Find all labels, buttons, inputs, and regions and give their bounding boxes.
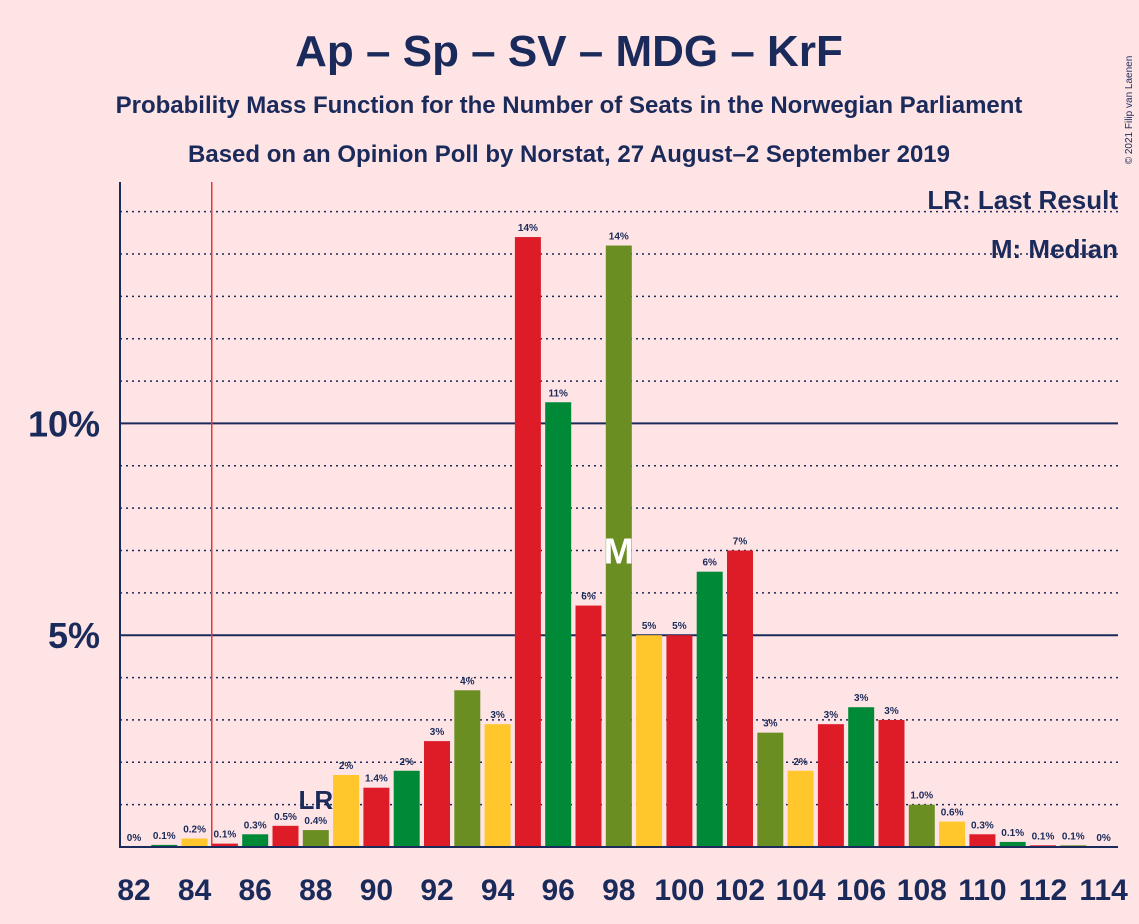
bar-seat-83 bbox=[151, 844, 178, 847]
bar-value-label: 3% bbox=[430, 727, 445, 738]
x-tick-label: 94 bbox=[481, 874, 515, 907]
bar-seat-107 bbox=[878, 719, 905, 847]
bar-seat-100 bbox=[666, 635, 693, 847]
bar-value-label: 2% bbox=[793, 757, 808, 768]
bar-seat-109 bbox=[939, 821, 966, 847]
bar-value-label: 6% bbox=[702, 558, 717, 569]
bar-seat-84 bbox=[181, 838, 208, 847]
bar-value-label: 0.1% bbox=[1062, 831, 1085, 842]
bar-seat-87 bbox=[272, 825, 299, 847]
overlay-group: LR M bbox=[211, 182, 634, 847]
bar-seat-96 bbox=[545, 402, 572, 847]
bar-value-label: 1.0% bbox=[910, 791, 933, 802]
bar-seat-92 bbox=[424, 741, 450, 847]
bar-value-label: 0.3% bbox=[244, 820, 267, 831]
bar-value-label: 2% bbox=[339, 761, 354, 772]
x-tick-label: 100 bbox=[654, 874, 704, 907]
bar-value-label: 0.1% bbox=[153, 831, 176, 842]
x-tick-label: 90 bbox=[360, 874, 393, 907]
bar-value-label: 0.1% bbox=[214, 830, 237, 841]
bar-seat-88 bbox=[302, 830, 329, 847]
bar-seat-111 bbox=[999, 841, 1026, 847]
axes-group: 82 84 86 88 90 92 94 96 98 100 102 104 106 108 110 112 1… bbox=[117, 182, 1128, 907]
grid-lines: 5% 10% bbox=[28, 210, 1118, 806]
bar-value-label: 3% bbox=[490, 710, 505, 721]
bar-seat-99 bbox=[636, 635, 663, 847]
bar-seat-85 bbox=[211, 843, 238, 847]
bar-value-label: 0% bbox=[127, 833, 142, 844]
bar-seat-89 bbox=[333, 774, 360, 847]
x-tick-label: 88 bbox=[299, 874, 332, 907]
bar-seat-97 bbox=[575, 605, 602, 847]
x-tick-label: 112 bbox=[1019, 874, 1067, 907]
bar-value-label: 3% bbox=[763, 719, 778, 730]
chart-title: Ap – Sp – SV – MDG – KrF bbox=[295, 27, 843, 76]
bar-value-label: 3% bbox=[824, 710, 839, 721]
bar-value-label: 5% bbox=[642, 621, 657, 632]
bar-seat-91 bbox=[393, 770, 420, 847]
y-tick-label: 10% bbox=[28, 403, 100, 444]
x-tick-label: 96 bbox=[542, 874, 575, 907]
bar-value-label: 0.4% bbox=[304, 816, 327, 827]
copyright-text: © 2021 Filip van Laenen bbox=[1124, 56, 1135, 165]
x-tick-label: 84 bbox=[178, 874, 212, 907]
bar-seat-86 bbox=[242, 834, 269, 847]
bar-seat-90 bbox=[363, 787, 390, 847]
x-tick-label: 110 bbox=[958, 874, 1006, 907]
bar-seat-102 bbox=[727, 550, 753, 847]
bar-seat-106 bbox=[848, 707, 875, 847]
bar-seat-95 bbox=[514, 237, 541, 847]
bar-value-label: 0.5% bbox=[274, 812, 297, 823]
x-tick-label: 82 bbox=[117, 874, 150, 907]
bar-value-label: 0% bbox=[1096, 833, 1111, 844]
x-tick-label: 104 bbox=[776, 874, 826, 907]
bar-value-label: 1.4% bbox=[365, 774, 388, 785]
x-tick-label: 114 bbox=[1079, 874, 1128, 907]
bar-value-label: 14% bbox=[518, 223, 538, 234]
bar-seat-104 bbox=[787, 770, 814, 847]
bar-value-label: 0.6% bbox=[941, 808, 964, 819]
bar-value-label: 3% bbox=[884, 706, 899, 717]
chart-subtitle-2: Based on an Opinion Poll by Norstat, 27 … bbox=[188, 141, 950, 168]
x-tick-label: 106 bbox=[836, 874, 886, 907]
bar-seat-94 bbox=[484, 724, 511, 847]
x-tick-label: 92 bbox=[420, 874, 453, 907]
bar-seat-110 bbox=[969, 834, 996, 847]
last-result-marker: LR bbox=[298, 785, 333, 815]
bar-seat-98 bbox=[605, 245, 632, 847]
bar-seat-101 bbox=[696, 571, 723, 847]
median-marker: M bbox=[604, 531, 634, 572]
bar-value-label: 3% bbox=[854, 693, 869, 704]
bar-seat-108 bbox=[908, 804, 935, 847]
bar-value-label: 5% bbox=[672, 621, 687, 632]
x-tick-label: 86 bbox=[239, 874, 272, 907]
bar-value-label: 0.3% bbox=[971, 820, 994, 831]
x-tick-label: 108 bbox=[897, 874, 947, 907]
bar-seat-103 bbox=[757, 732, 784, 847]
bar-value-label: 0.1% bbox=[1032, 831, 1055, 842]
legend-median: M: Median bbox=[991, 234, 1118, 264]
bar-value-label: 14% bbox=[609, 232, 629, 243]
bar-value-label: 11% bbox=[548, 388, 568, 399]
bar-value-label: 7% bbox=[733, 537, 748, 548]
bar-seat-105 bbox=[817, 724, 844, 847]
x-tick-label: 102 bbox=[715, 874, 765, 907]
bar-value-label: 2% bbox=[399, 757, 414, 768]
x-tick-label: 98 bbox=[602, 874, 635, 907]
bar-seat-93 bbox=[454, 690, 481, 847]
bar-value-label: 6% bbox=[581, 592, 596, 603]
bar-value-label: 4% bbox=[460, 676, 475, 687]
legend-last-result: LR: Last Result bbox=[927, 185, 1118, 215]
bar-value-label: 0.1% bbox=[1001, 828, 1024, 839]
bars-group: 0% 0.1% 0.2% 0.1% 0.3% 0.5% 0.4% 2% 1.4% 2% 3% 4% 3%… bbox=[127, 223, 1111, 847]
y-tick-label: 5% bbox=[48, 615, 100, 656]
bar-value-label: 0.2% bbox=[183, 825, 206, 836]
chart-subtitle-1: Probability Mass Function for the Number… bbox=[116, 92, 1023, 119]
